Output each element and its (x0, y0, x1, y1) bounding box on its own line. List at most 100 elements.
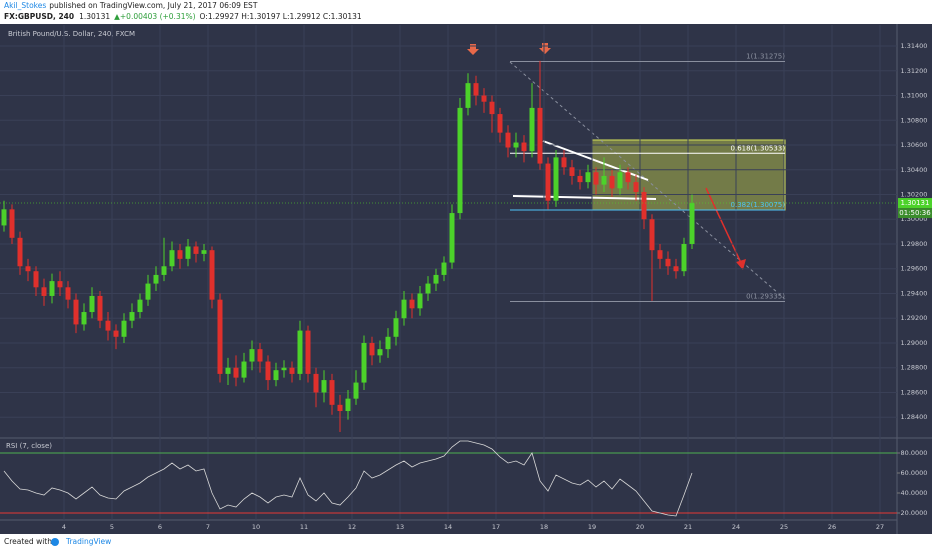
candle-body (529, 107, 535, 152)
candle-body (257, 349, 263, 362)
brand: TradingView (65, 537, 111, 546)
candle-body (217, 299, 223, 374)
candle-body (121, 320, 127, 337)
candle-body (569, 167, 575, 176)
created-with: Created with (4, 537, 52, 546)
y-tick-label: 60.0000 (901, 469, 928, 477)
candle-body (145, 283, 151, 300)
last-price-box (898, 198, 932, 209)
candle-body (353, 382, 359, 399)
candle-body (385, 336, 391, 350)
y-tick-label: 1.30200 (901, 191, 928, 199)
candle-body (17, 237, 23, 267)
candle-body (473, 83, 479, 96)
candle-body (57, 281, 63, 288)
candle-body (561, 157, 567, 168)
candle-body (73, 299, 79, 325)
candle-body (641, 192, 647, 220)
fib-label: 0.618(1.30533) (731, 144, 786, 152)
y-tick-label: 1.29200 (901, 314, 928, 322)
x-tick-label: 27 (876, 523, 884, 531)
header-bg (0, 0, 932, 24)
candle-body (513, 142, 519, 148)
y-tick-label: 1.28400 (901, 413, 928, 421)
fib-label: 0(1.29335) (746, 293, 785, 301)
candle-body (601, 175, 607, 185)
x-tick-label: 17 (492, 523, 500, 531)
candle-body (649, 219, 655, 251)
candle-body (105, 320, 111, 331)
candle-body (481, 95, 487, 102)
candle-body (681, 243, 687, 272)
candle-body (137, 299, 143, 313)
candle-body (129, 312, 135, 321)
y-tick-label: 1.29400 (901, 289, 928, 297)
candle-body (553, 157, 559, 201)
candle-body (153, 274, 159, 284)
candle-body (9, 209, 15, 238)
candle-body (401, 299, 407, 319)
quote: 1.30131 (79, 12, 110, 21)
y-tick-label: 1.28600 (901, 388, 928, 396)
x-tick-label: 7 (206, 523, 210, 531)
candle-body (97, 295, 103, 321)
candle-body (1, 209, 7, 226)
candle-body (585, 172, 591, 183)
forecast-arrow-head (736, 259, 746, 270)
rsi-title: RSI (7, close) (6, 442, 52, 450)
candle-body (457, 107, 463, 214)
x-tick-label: 14 (444, 523, 452, 531)
y-tick-label: 1.30600 (901, 141, 928, 149)
candle-body (497, 114, 503, 133)
candle-body (241, 361, 247, 378)
footer: Created with TradingView (4, 537, 111, 546)
candle-body (313, 373, 319, 393)
support-line (512, 195, 657, 200)
x-tick-label: 13 (396, 523, 404, 531)
candle-body (545, 163, 551, 201)
footer-bg (0, 534, 932, 550)
candle-body (393, 318, 399, 337)
candle-body (665, 258, 671, 267)
rsi-line (3, 440, 693, 517)
candle-body (625, 172, 631, 183)
y-tick-label: 1.31200 (901, 67, 928, 75)
x-tick-label: 18 (540, 523, 548, 531)
candle-body (361, 342, 367, 383)
candle-body (321, 380, 327, 393)
candle-body (377, 349, 383, 356)
candle-body (417, 293, 423, 309)
candle-body (169, 250, 175, 267)
candle-body (633, 182, 639, 193)
candle-body (289, 367, 295, 374)
candle-body (489, 101, 495, 115)
quote-line: FX:GBPUSD, 240 1.30131 ▲+0.00403 (+0.31%) O… (4, 12, 362, 21)
candle-body (673, 266, 679, 272)
candle-body (537, 107, 543, 164)
candle-body (593, 172, 599, 185)
x-tick-label: 12 (348, 523, 356, 531)
candle-body (25, 266, 31, 272)
top-marker (467, 44, 479, 55)
brand-icon (51, 538, 59, 546)
x-tick-label: 5 (110, 523, 114, 531)
x-tick-label: 24 (732, 523, 740, 531)
x-tick-label: 10 (252, 523, 260, 531)
x-tick-label: 20 (636, 523, 644, 531)
y-tick-label: 40.0000 (901, 489, 928, 497)
candle-body (65, 287, 71, 300)
ohlc: O:1.29927 H:1.30197 L:1.29912 C:1.30131 (200, 12, 362, 21)
candle-body (209, 250, 215, 300)
y-tick-label: 1.30400 (901, 166, 928, 174)
candle-body (369, 342, 375, 356)
x-tick-label: 26 (828, 523, 836, 531)
y-tick-label: 1.30000 (901, 215, 928, 223)
candle-body (441, 262, 447, 275)
y-tick-label: 1.30800 (901, 116, 928, 124)
change: ▲+0.00403 (+0.31%) (114, 12, 195, 21)
header-line: Akil_Stokes published on TradingView.com,… (4, 1, 258, 10)
y-tick-label: 1.29800 (901, 240, 928, 248)
candle-body (193, 246, 199, 254)
author: Akil_Stokes (4, 1, 46, 10)
